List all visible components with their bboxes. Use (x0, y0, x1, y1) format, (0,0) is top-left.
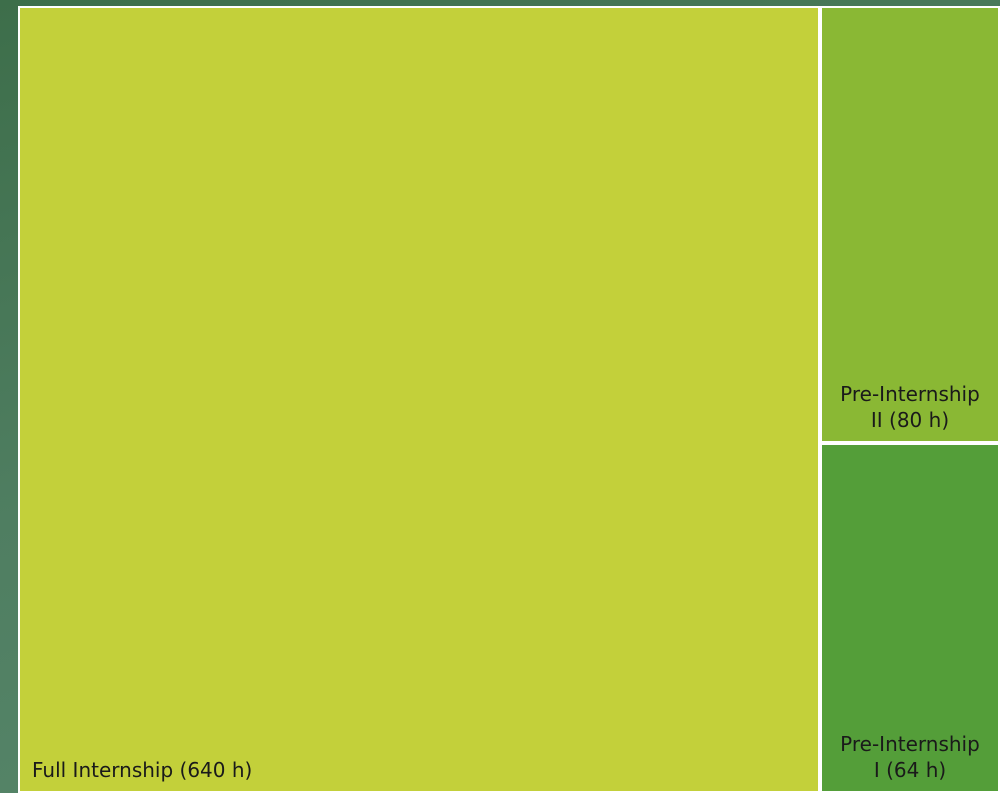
tile-pre-internship-i: Pre-Internship I (64 h) (820, 443, 1000, 793)
tile-full-internship: Full Internship (640 h) (18, 6, 820, 793)
tile-label-pre-internship-ii: Pre-Internship II (80 h) (840, 382, 980, 432)
tile-label-pre-internship-i: Pre-Internship I (64 h) (840, 732, 980, 782)
tile-pre-internship-ii: Pre-Internship II (80 h) (820, 6, 1000, 443)
tile-label-full-internship: Full Internship (640 h) (32, 758, 253, 782)
treemap-chart: Full Internship (640 h) Pre-Internship I… (18, 6, 1000, 793)
